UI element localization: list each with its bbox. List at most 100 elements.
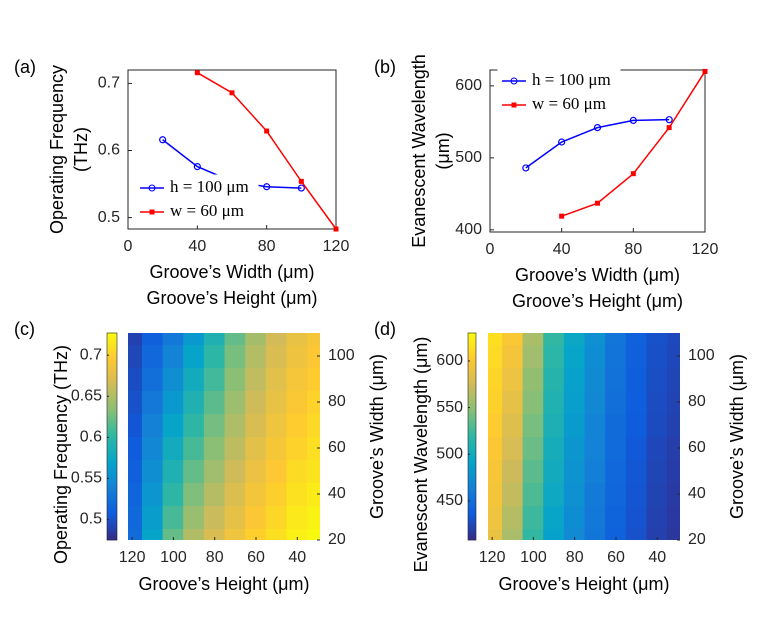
colorbar-step (468, 352, 476, 356)
heatmap-cell (543, 528, 565, 540)
y2-axis-label: Groove’s Width (μm) (727, 354, 747, 519)
heatmap-cell (605, 436, 627, 460)
heatmap-cell (307, 436, 320, 460)
heatmap-cell (667, 528, 680, 540)
colorbar-step (468, 494, 476, 499)
heatmap-cell (625, 528, 648, 540)
heatmap-cell (522, 505, 545, 529)
marker (298, 178, 304, 184)
x-tick-label: 40 (648, 549, 666, 566)
colorbar-step (107, 394, 117, 398)
heatmap-cell (543, 505, 565, 529)
heatmap-cell (307, 390, 320, 414)
colorbar-step (107, 481, 117, 486)
colorbar-step (468, 416, 476, 421)
y-tick-label: 0.5 (98, 209, 120, 226)
colorbar-step (107, 445, 117, 450)
colorbar-step (107, 403, 117, 408)
colorbar-step (468, 420, 476, 424)
heatmap-cell (646, 413, 669, 437)
marker (630, 171, 636, 177)
heatmap-cell (646, 344, 669, 368)
colorbar-step (107, 429, 117, 434)
colorbar-step (468, 439, 476, 444)
x-axis-label: Groove’s Height (μm) (498, 574, 669, 594)
colorbar-step (107, 491, 117, 496)
heatmap-cell (245, 344, 267, 368)
colorbar-step (468, 491, 476, 496)
colorbar-step (107, 371, 117, 376)
heatmap-cell (625, 390, 648, 414)
colorbar-tick-label: 0.55 (71, 470, 102, 487)
heatmap-cell (141, 333, 164, 345)
y-axis-label: Operating Frequency (47, 65, 67, 234)
colorbar-step (468, 368, 476, 373)
heatmap-cell (501, 528, 524, 540)
colorbar-step (468, 384, 476, 389)
colorbar-tick-label: 500 (436, 445, 463, 462)
colorbar-step (107, 533, 117, 538)
heatmap-cell (128, 344, 143, 368)
heatmap-cell (245, 413, 267, 437)
heatmap-cell (265, 367, 288, 391)
colorbar-step (107, 342, 117, 347)
marker (593, 123, 602, 132)
y-axis-label: (THz) (71, 127, 91, 172)
heatmap-cell (128, 505, 143, 529)
heatmap-cell (203, 459, 226, 483)
heatmap-cell (286, 436, 309, 460)
colorbar-step (468, 529, 476, 534)
marker (193, 163, 201, 171)
heatmap-cell (563, 459, 586, 483)
heatmap-cell (203, 367, 226, 391)
heatmap-cell (646, 333, 669, 345)
marker (297, 184, 305, 192)
legend-label: h = 100 μm (532, 70, 611, 89)
x-tick-label: 80 (206, 549, 224, 566)
y-tick-label: 500 (455, 149, 482, 166)
heatmap-cell (224, 528, 247, 540)
legend-label: w = 60 μm (170, 201, 244, 220)
colorbar-step (107, 484, 117, 489)
heatmap-cell (646, 459, 669, 483)
colorbar-step (468, 510, 476, 515)
heatmap-cell (224, 344, 247, 368)
heatmap-cell (522, 367, 545, 391)
colorbar-step (107, 416, 117, 421)
x-tick-label: 100 (160, 549, 187, 566)
heatmap-cell (605, 390, 627, 414)
colorbar-step (107, 423, 117, 428)
heatmap-cell (488, 333, 503, 345)
heatmap-cell (286, 528, 309, 540)
colorbar-step (468, 423, 476, 428)
panel-label: (a) (14, 57, 36, 77)
x-tick-label: 120 (323, 238, 350, 255)
heatmap-cell (162, 482, 185, 506)
heatmap-cell (141, 436, 164, 460)
heatmap-cell (605, 459, 627, 483)
heatmap-cell (245, 459, 267, 483)
colorbar-step (468, 520, 476, 525)
colorbar-step (107, 426, 117, 431)
heatmap-cell (307, 528, 320, 540)
colorbar-step (107, 352, 117, 356)
heatmap-cell (543, 459, 565, 483)
heatmap-cell (307, 459, 320, 483)
legend-box (497, 67, 621, 119)
colorbar-step (468, 345, 476, 350)
heatmap-cell (183, 344, 205, 368)
colorbar-step (468, 374, 476, 379)
heatmap-cell (646, 367, 669, 391)
colorbar-step (468, 355, 476, 360)
heatmap-cell (183, 333, 205, 345)
x-tick-label: 80 (258, 238, 276, 255)
heatmap-cell (162, 367, 185, 391)
heatmap-cell (141, 482, 164, 506)
y-axis-label: (μm) (433, 132, 453, 169)
colorbar-step (107, 478, 117, 483)
heatmap-cell (488, 344, 503, 368)
y2-tick-label: 40 (328, 485, 346, 502)
colorbar-step (468, 426, 476, 431)
colorbar-step (107, 374, 117, 379)
heatmap-cell (128, 436, 143, 460)
